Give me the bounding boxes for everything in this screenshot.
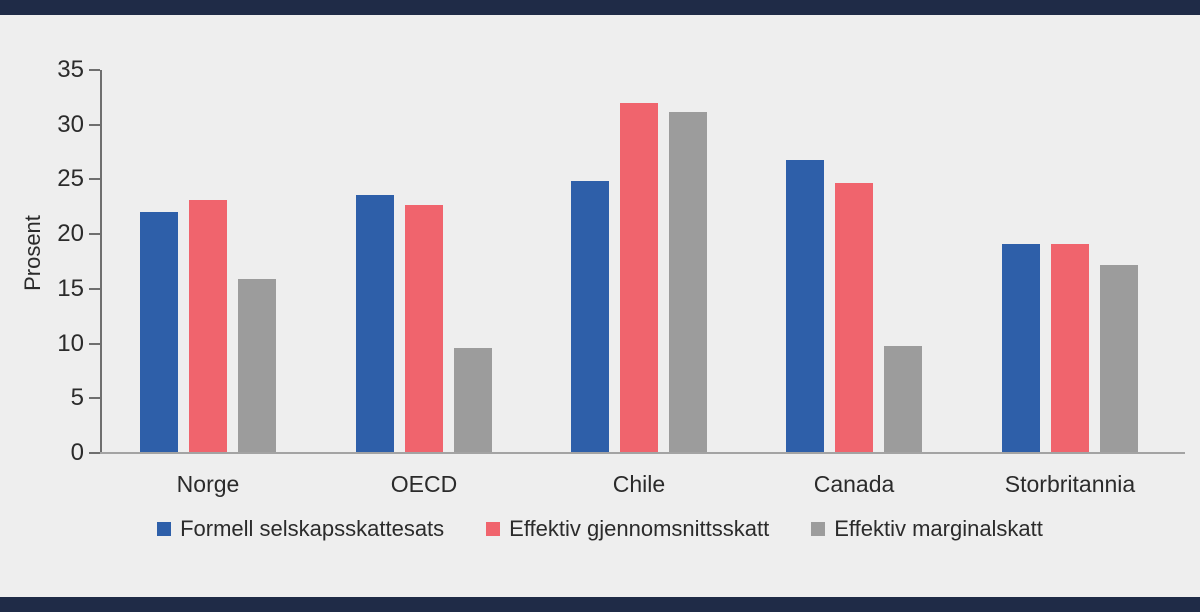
legend-item-2: Effektiv marginalskatt: [811, 516, 1043, 542]
y-tick-label: 10: [57, 329, 84, 357]
legend-item-0: Formell selskapsskattesats: [157, 516, 444, 542]
y-tick-mark: [89, 452, 100, 454]
bar-oecd-series-2: [454, 347, 492, 453]
x-category-label: Norge: [176, 471, 240, 497]
bar-chile-series-0: [571, 180, 609, 453]
y-axis-line: [100, 70, 102, 453]
y-tick-label: 5: [70, 384, 84, 412]
bar-storbritannia-series-0: [1002, 243, 1040, 453]
legend-swatch-icon: [486, 522, 501, 536]
figure-top-border: [0, 0, 1200, 15]
x-category-label: Storbritannia: [1004, 471, 1136, 497]
y-tick-mark: [89, 397, 100, 400]
legend-label: Effektiv marginalskatt: [834, 516, 1043, 541]
y-tick-label: 0: [70, 439, 84, 466]
x-category-label: Canada: [813, 471, 895, 497]
y-tick-mark: [89, 178, 100, 181]
bar-storbritannia-series-1: [1051, 243, 1089, 453]
legend-label: Formell selskapsskattesats: [180, 516, 445, 541]
y-tick-label: 20: [57, 220, 84, 248]
bar-oecd-series-0: [356, 194, 394, 453]
bar-norge-series-2: [238, 279, 276, 453]
bar-norge-series-1: [189, 200, 227, 453]
bar-storbritannia-series-2: [1100, 264, 1138, 453]
x-category-label: Chile: [612, 471, 666, 497]
legend-label: Effektiv gjennomsnittsskatt: [509, 516, 770, 541]
legend-swatch-icon: [811, 522, 826, 536]
x-category-label: OECD: [390, 471, 458, 497]
y-tick-mark: [89, 123, 100, 126]
bar-chile-series-1: [620, 102, 658, 453]
bar-canada-series-0: [786, 159, 824, 453]
y-tick-mark: [89, 342, 100, 345]
x-axis-line: [100, 452, 1185, 454]
figure-bottom-border: [0, 597, 1200, 612]
y-tick-mark: [89, 233, 100, 236]
bar-chile-series-2: [669, 111, 707, 453]
bar-canada-series-2: [884, 345, 922, 453]
legend-swatch-icon: [157, 522, 172, 536]
bar-oecd-series-1: [405, 204, 443, 453]
y-tick-mark: [89, 287, 100, 290]
y-tick-label: 35: [57, 56, 84, 83]
bar-norge-series-0: [140, 212, 178, 453]
y-tick-label: 25: [57, 165, 84, 193]
y-tick-label: 15: [57, 274, 84, 302]
y-tick-mark: [89, 69, 100, 71]
bar-canada-series-1: [835, 182, 873, 453]
y-tick-label: 30: [57, 110, 84, 138]
legend-item-1: Effektiv gjennomsnittsskatt: [486, 516, 769, 542]
legend: Formell selskapsskattesats Effektiv gjenn…: [0, 516, 1200, 542]
